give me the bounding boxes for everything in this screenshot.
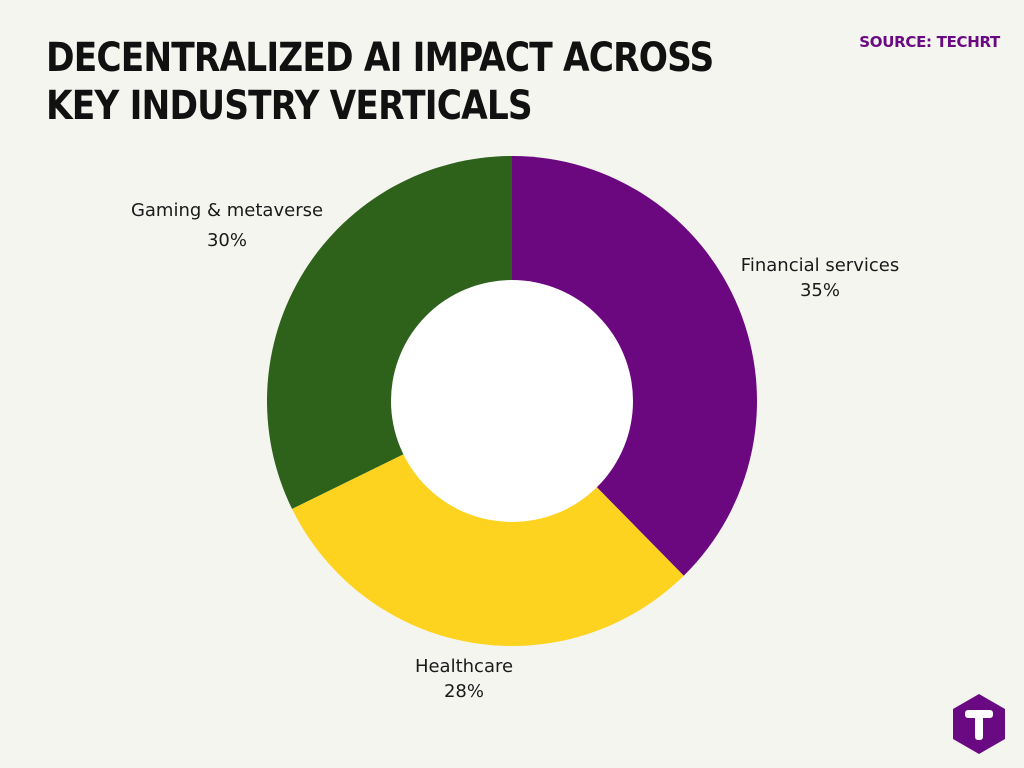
slice-financial-services — [512, 156, 758, 576]
category-label-financial-services: Financial services — [741, 255, 899, 276]
category-label-healthcare: Healthcare — [415, 656, 513, 677]
logo-hexagon-icon — [953, 694, 1005, 754]
value-label-financial-services: 35% — [800, 280, 840, 301]
techrt-logo-icon — [950, 692, 1008, 756]
value-label-healthcare: 28% — [444, 681, 484, 702]
slice-healthcare — [292, 401, 684, 646]
chart-title: DECENTRALIZED AI IMPACT ACROSS KEY INDUS… — [46, 35, 714, 129]
donut-hole — [391, 280, 633, 522]
category-label-gaming-metaverse: Gaming & metaverse — [131, 200, 323, 221]
value-label-gaming-metaverse: 30% — [207, 230, 247, 251]
source-credit: SOURCE: TECHRT — [859, 33, 1000, 51]
